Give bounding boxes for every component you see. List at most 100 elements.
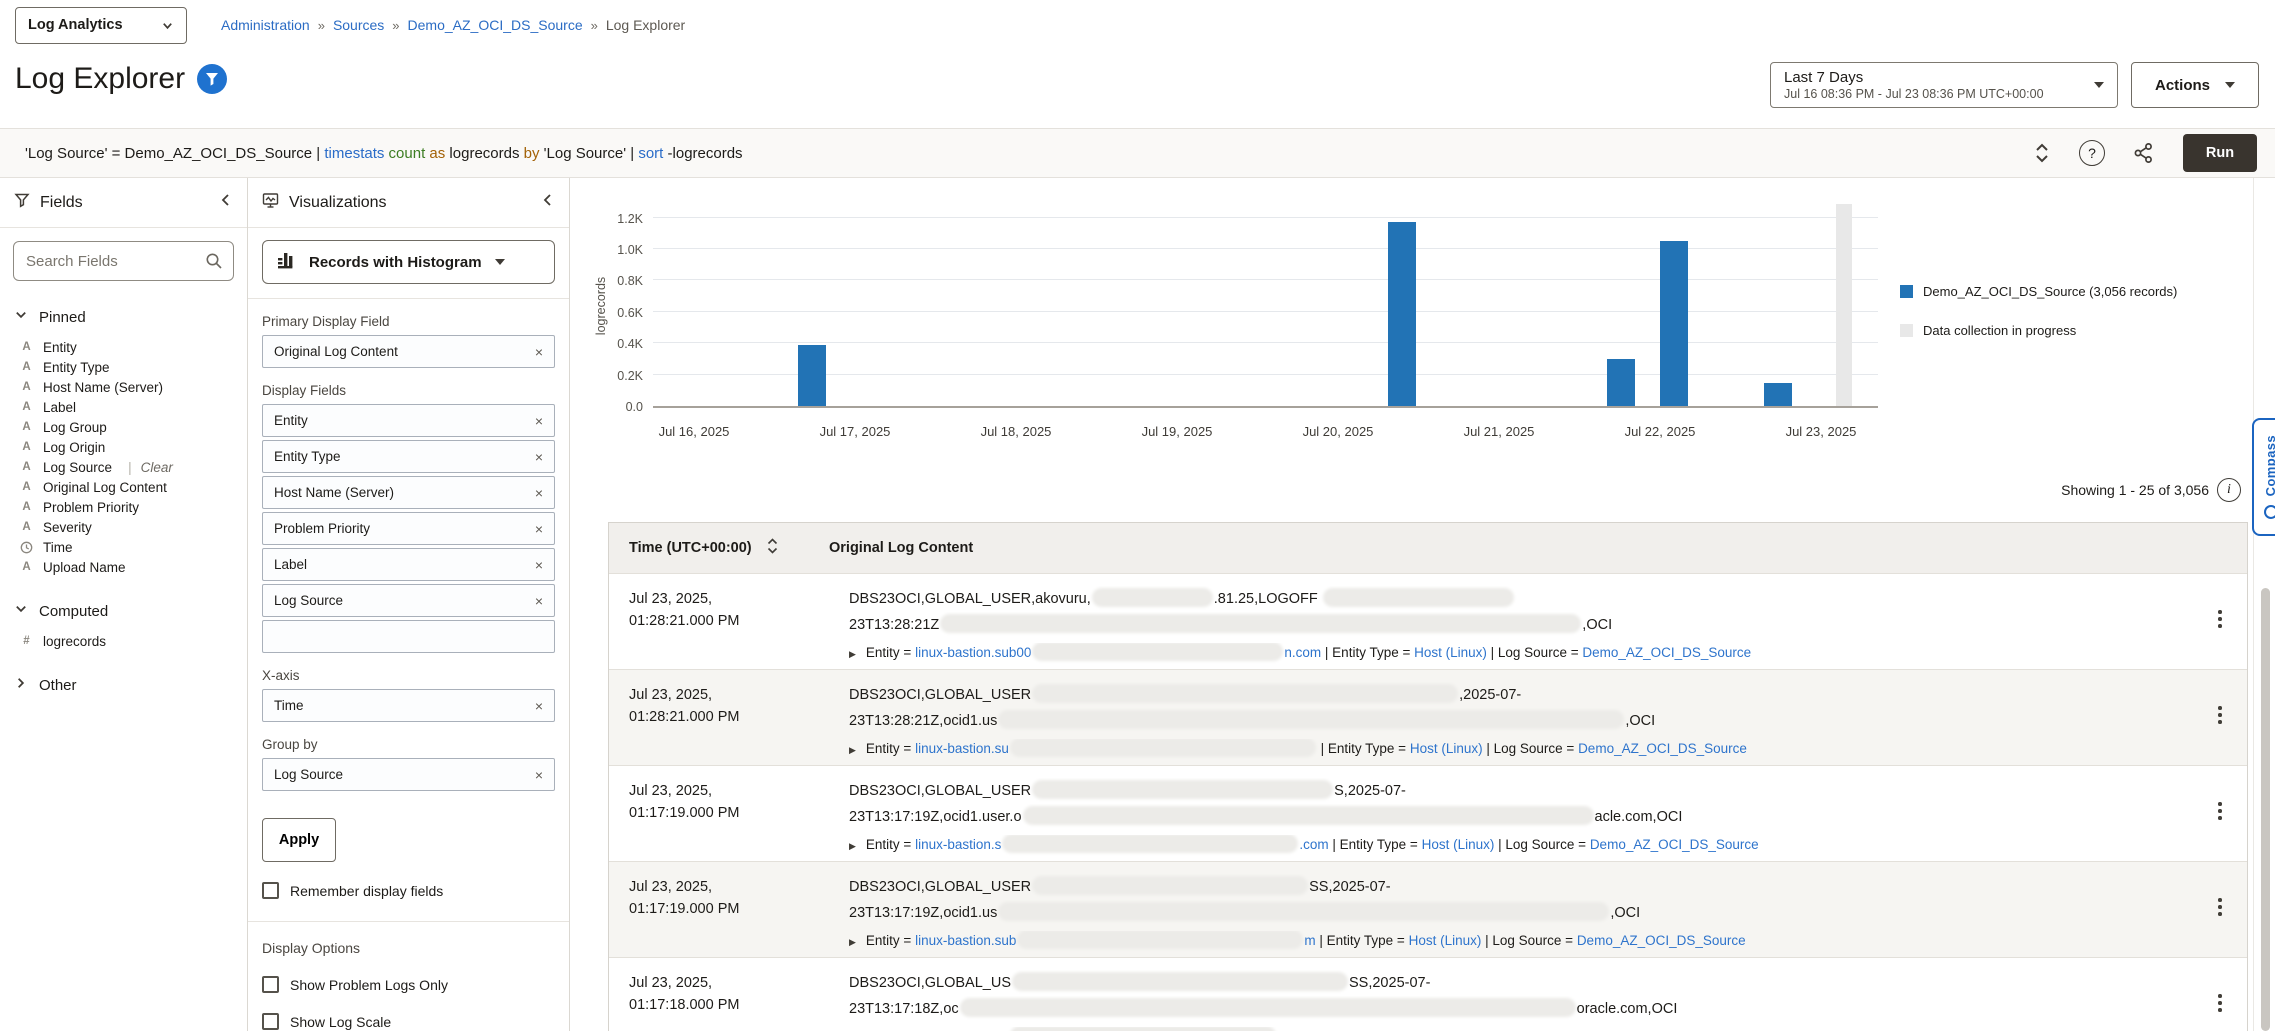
chip-original-log-content[interactable]: Original Log Content ×: [262, 335, 555, 368]
log-table-row[interactable]: Jul 23, 2025, 01:28:21.000 PM DBS23OCI,GLO…: [609, 669, 2247, 765]
log-table-row[interactable]: Jul 23, 2025, 01:17:19.000 PM DBS23OCI,GLO…: [609, 861, 2247, 957]
collapse-panel-icon[interactable]: [219, 192, 233, 213]
log-link[interactable]: Demo_AZ_OCI_DS_Source: [1578, 741, 1747, 756]
chip-remove-icon[interactable]: ×: [534, 343, 543, 360]
field-item-log-group[interactable]: A Log Group: [14, 417, 233, 437]
expand-row-icon[interactable]: ▶: [849, 937, 856, 947]
expand-collapse-icon[interactable]: [2033, 142, 2051, 164]
collapse-panel-icon[interactable]: [541, 192, 555, 213]
log-link[interactable]: Host (Linux): [1421, 837, 1495, 852]
fields-section-header-computed[interactable]: Computed: [14, 593, 233, 631]
apply-button[interactable]: Apply: [262, 818, 336, 862]
actions-button[interactable]: Actions: [2131, 62, 2259, 108]
field-item-entity-type[interactable]: A Entity Type: [14, 357, 233, 377]
sort-icon[interactable]: [766, 537, 779, 559]
chip-remove-icon[interactable]: ×: [534, 697, 543, 714]
chip-remove-icon[interactable]: ×: [534, 592, 543, 609]
chip-remove-icon[interactable]: ×: [534, 484, 543, 501]
log-link[interactable]: linux-bastion.sub00: [915, 645, 1032, 660]
field-item-problem-priority[interactable]: A Problem Priority: [14, 497, 233, 517]
histogram-bar[interactable]: [1660, 241, 1689, 406]
field-item-log-origin[interactable]: A Log Origin: [14, 437, 233, 457]
show-log-scale-checkbox[interactable]: [262, 1013, 279, 1030]
row-time-line: 01:17:19.000 PM: [629, 901, 740, 917]
field-item-original-log-content[interactable]: A Original Log Content: [14, 477, 233, 497]
breadcrumb-item-demo-az-oci-ds-source[interactable]: Demo_AZ_OCI_DS_Source: [407, 17, 583, 33]
log-link[interactable]: Demo_AZ_OCI_DS_Source: [1582, 645, 1752, 660]
log-content-line: DBS23OCI,GLOBAL_US SS,2025-07-: [849, 970, 2177, 996]
histogram-bar[interactable]: [1607, 358, 1636, 406]
empty-field-slot[interactable]: [262, 620, 555, 653]
chip-remove-icon[interactable]: ×: [534, 412, 543, 429]
log-link[interactable]: linux-bastion.su: [915, 1029, 1009, 1031]
chip-remove-icon[interactable]: ×: [534, 766, 543, 783]
log-link[interactable]: n.com: [1284, 645, 1322, 660]
log-link[interactable]: Host (Linux): [1370, 1029, 1443, 1031]
chart-type-select[interactable]: Records with Histogram: [262, 240, 555, 284]
search-fields-input[interactable]: [13, 241, 234, 281]
vertical-scrollbar-thumb[interactable]: [2261, 588, 2270, 1031]
fields-section-header-pinned[interactable]: Pinned: [14, 299, 233, 337]
field-item-logrecords[interactable]: # logrecords: [14, 631, 233, 651]
log-link[interactable]: linux-bastion.su: [915, 741, 1009, 756]
histogram-bar[interactable]: [1763, 383, 1792, 406]
query-input[interactable]: 'Log Source' = Demo_AZ_OCI_DS_Source | t…: [25, 145, 2033, 162]
histogram-bar[interactable]: [1388, 221, 1417, 406]
chip-remove-icon[interactable]: ×: [534, 520, 543, 537]
field-item-time[interactable]: Time: [14, 537, 233, 557]
expand-row-icon[interactable]: ▶: [849, 841, 856, 851]
chip-remove-icon[interactable]: ×: [534, 448, 543, 465]
log-table-row[interactable]: Jul 23, 2025, 01:17:18.000 PM DBS23OCI,GLO…: [609, 957, 2247, 1031]
expand-row-icon[interactable]: ▶: [849, 649, 856, 659]
field-item-severity[interactable]: A Severity: [14, 517, 233, 537]
filter-icon[interactable]: [197, 64, 228, 94]
info-icon[interactable]: i: [2217, 478, 2241, 502]
field-item-log-source[interactable]: A Log Source | Clear: [14, 457, 233, 477]
log-link[interactable]: linux-bastion.s: [915, 837, 1002, 852]
breadcrumb-item-sources[interactable]: Sources: [332, 17, 385, 33]
chip-log-source[interactable]: Log Source ×: [262, 584, 555, 617]
log-link[interactable]: linux-bastion.sub: [915, 933, 1017, 948]
chip-remove-icon[interactable]: ×: [534, 556, 543, 573]
log-link[interactable]: Host (Linux): [1408, 933, 1482, 948]
run-button[interactable]: Run: [2183, 134, 2257, 172]
expand-row-icon[interactable]: ▶: [849, 745, 856, 755]
row-actions-menu-button[interactable]: [2209, 607, 2231, 631]
field-clear-link[interactable]: Clear: [140, 459, 173, 475]
field-item-host-name-server[interactable]: A Host Name (Server): [14, 377, 233, 397]
field-item-label[interactable]: A Label: [14, 397, 233, 417]
chip-time[interactable]: Time ×: [262, 689, 555, 722]
row-actions-menu-button[interactable]: [2209, 799, 2231, 823]
time-range-select[interactable]: Last 7 Days Jul 16 08:36 PM - Jul 23 08:…: [1770, 62, 2118, 108]
log-link[interactable]: Demo_AZ_OCI_DS_Source: [1576, 933, 1746, 948]
log-link[interactable]: Host (Linux): [1409, 741, 1483, 756]
histogram-bar[interactable]: [797, 344, 826, 406]
chip-log-source[interactable]: Log Source ×: [262, 758, 555, 791]
app-switcher-select[interactable]: Log Analytics: [15, 6, 187, 44]
log-link[interactable]: .com: [1299, 837, 1329, 852]
field-item-entity[interactable]: A Entity: [14, 337, 233, 357]
show-problem-logs-only-checkbox[interactable]: [262, 976, 279, 993]
chip-entity-type[interactable]: Entity Type ×: [262, 440, 555, 473]
time-column-header[interactable]: Time (UTC+00:00): [609, 537, 829, 559]
compass-side-tab[interactable]: Compass: [2252, 418, 2275, 536]
log-table-row[interactable]: Jul 23, 2025, 01:17:19.000 PM DBS23OCI,GLO…: [609, 765, 2247, 861]
log-link[interactable]: Demo_AZ_OCI_DS_Source: [1538, 1029, 1707, 1031]
breadcrumb-item-administration[interactable]: Administration: [221, 17, 310, 33]
log-link[interactable]: m: [1304, 933, 1316, 948]
chip-problem-priority[interactable]: Problem Priority ×: [262, 512, 555, 545]
row-actions-menu-button[interactable]: [2209, 703, 2231, 727]
chip-label[interactable]: Label ×: [262, 548, 555, 581]
field-item-upload-name[interactable]: A Upload Name: [14, 557, 233, 577]
remember-display-fields-checkbox[interactable]: [262, 882, 279, 899]
share-icon[interactable]: [2133, 142, 2155, 164]
log-link[interactable]: Host (Linux): [1414, 645, 1487, 660]
chip-entity[interactable]: Entity ×: [262, 404, 555, 437]
chip-host-name-server[interactable]: Host Name (Server) ×: [262, 476, 555, 509]
log-table-row[interactable]: Jul 23, 2025, 01:28:21.000 PM DBS23OCI,GLO…: [609, 573, 2247, 669]
row-actions-menu-button[interactable]: [2209, 991, 2231, 1015]
help-icon[interactable]: ?: [2079, 140, 2105, 166]
log-link[interactable]: Demo_AZ_OCI_DS_Source: [1589, 837, 1759, 852]
fields-section-header-other[interactable]: Other: [14, 667, 233, 705]
row-actions-menu-button[interactable]: [2209, 895, 2231, 919]
